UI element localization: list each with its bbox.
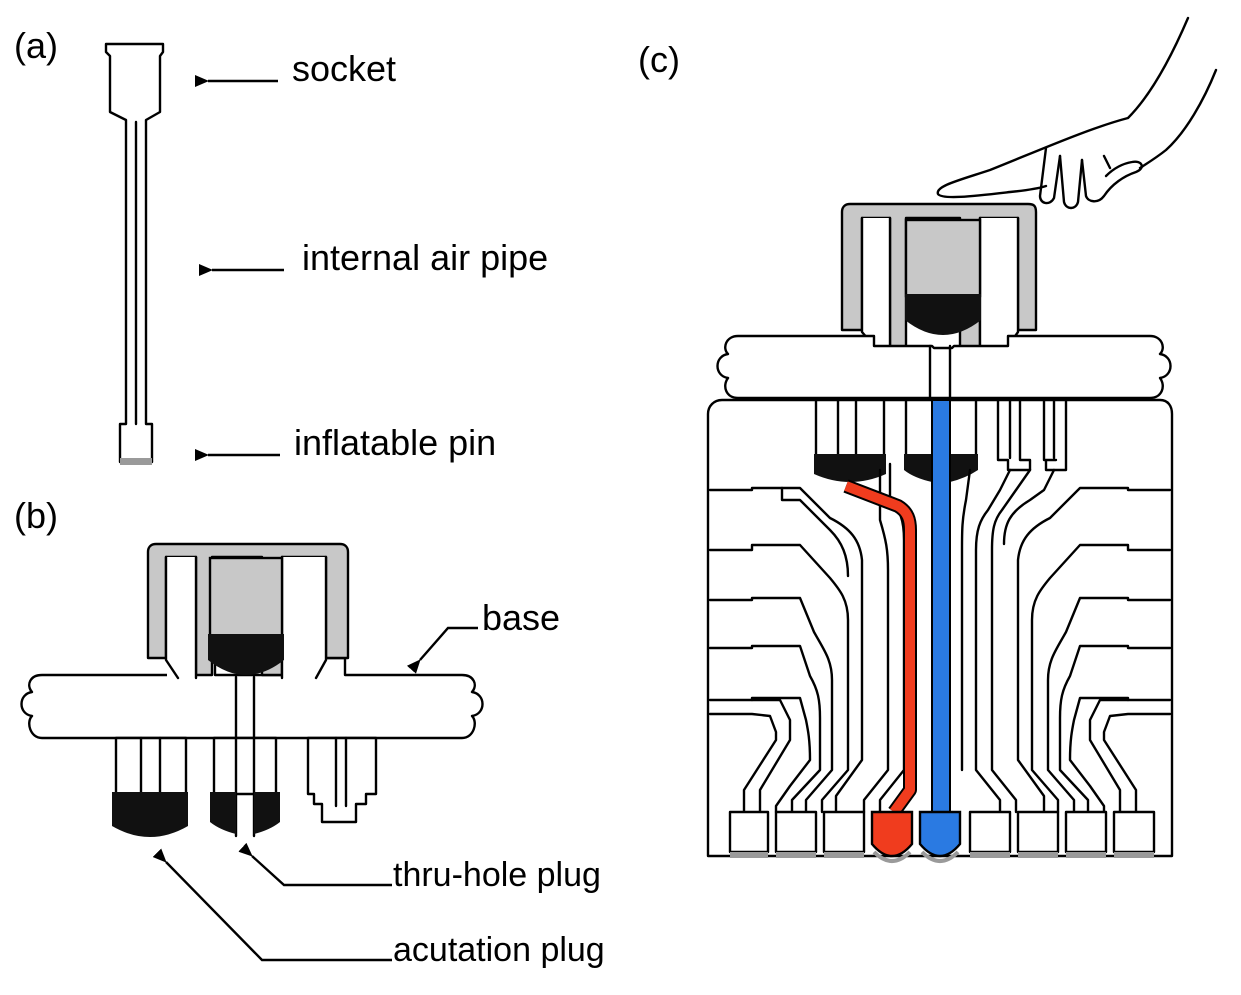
callout-thru-hole-plug: thru-hole plug: [238, 842, 601, 894]
callout-inflatable-pin-label: inflatable pin: [294, 422, 496, 463]
panel-label-b: (b): [14, 495, 58, 536]
callout-internal-air-pipe: internal air pipe: [199, 237, 548, 278]
blue-air-pipe: [931, 399, 951, 815]
pin-part-drawing: [104, 42, 165, 465]
panel-b: (b): [14, 495, 605, 969]
callout-actuation-plug: acutation plug: [152, 848, 605, 969]
callout-socket-label: socket: [292, 48, 396, 89]
pin-tip: [120, 458, 152, 465]
socket-plug-c: [905, 294, 981, 335]
base-c: [716, 334, 1172, 400]
socket-shape: [104, 42, 165, 464]
empty-pin-b: [306, 736, 378, 824]
callout-socket: socket: [195, 48, 396, 89]
red-inflatable-pin: [870, 810, 914, 858]
callout-actuation-plug-label: acutation plug: [393, 931, 605, 969]
callout-inflatable-pin: inflatable pin: [195, 422, 496, 463]
actuation-plug-pin: [112, 736, 188, 837]
blue-inflatable-pin: [918, 810, 962, 858]
callout-base: base: [406, 597, 560, 674]
callout-thru-hole-plug-label: thru-hole plug: [393, 856, 601, 894]
panel-label-a: (a): [14, 25, 58, 66]
panel-a: (a) socket internal air pipe inflatable …: [14, 25, 548, 465]
panel-label-c: (c): [638, 39, 680, 80]
thru-hole-plug-pin: [210, 736, 280, 838]
pointing-hand-icon: [936, 16, 1218, 210]
right-traces: [960, 468, 1172, 814]
callout-base-label: base: [482, 597, 560, 638]
socket-plug-b: [208, 634, 284, 675]
base-body: [20, 656, 484, 740]
panel-c: (c): [638, 16, 1218, 863]
callout-internal-air-pipe-label: internal air pipe: [302, 237, 548, 278]
board-bottom-pins: [728, 810, 1156, 863]
